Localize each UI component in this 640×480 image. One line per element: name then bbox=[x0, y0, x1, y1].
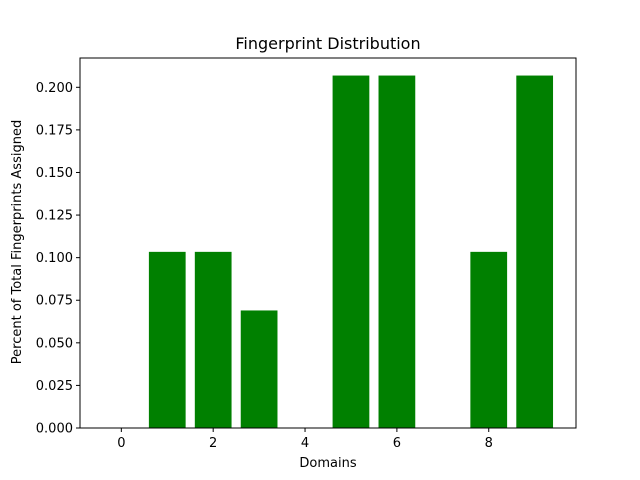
y-tick-label: 0.150 bbox=[36, 166, 73, 181]
y-tick-label: 0.100 bbox=[36, 251, 73, 266]
y-tick-label: 0.025 bbox=[36, 379, 73, 394]
x-tick-label: 6 bbox=[393, 436, 401, 451]
chart-title: Fingerprint Distribution bbox=[235, 34, 420, 53]
bar-domain-9 bbox=[516, 75, 554, 428]
axes bbox=[79, 57, 577, 429]
bar-domain-3 bbox=[240, 310, 278, 428]
y-tick-label: 0.200 bbox=[36, 81, 73, 96]
bar-domain-8 bbox=[470, 251, 508, 428]
bar-domain-2 bbox=[194, 251, 232, 428]
y-axis-label: Percent of Total Fingerprints Assigned bbox=[10, 120, 25, 364]
bar-group bbox=[148, 75, 554, 428]
plot-frame bbox=[79, 57, 577, 429]
bar-domain-5 bbox=[332, 75, 370, 428]
y-tick-label: 0.050 bbox=[36, 336, 73, 351]
x-tick-label: 0 bbox=[117, 436, 125, 451]
x-tick-label: 2 bbox=[209, 436, 217, 451]
y-axis-ticks: 0.000 0.025 0.050 0.075 0.100 0.125 0.150 0.175… bbox=[36, 81, 80, 437]
x-tick-label: 4 bbox=[301, 436, 309, 451]
y-tick-label: 0.075 bbox=[36, 294, 73, 309]
x-axis-ticks: 0 2 4 6 8 bbox=[117, 428, 493, 451]
bar-domain-1 bbox=[148, 251, 186, 428]
x-tick-label: 8 bbox=[485, 436, 493, 451]
y-tick-label: 0.175 bbox=[36, 123, 73, 138]
y-tick-label: 0.125 bbox=[36, 209, 73, 224]
bar-domain-6 bbox=[378, 75, 416, 428]
y-tick-label: 0.000 bbox=[36, 422, 73, 437]
x-axis-label: Domains bbox=[299, 456, 356, 471]
